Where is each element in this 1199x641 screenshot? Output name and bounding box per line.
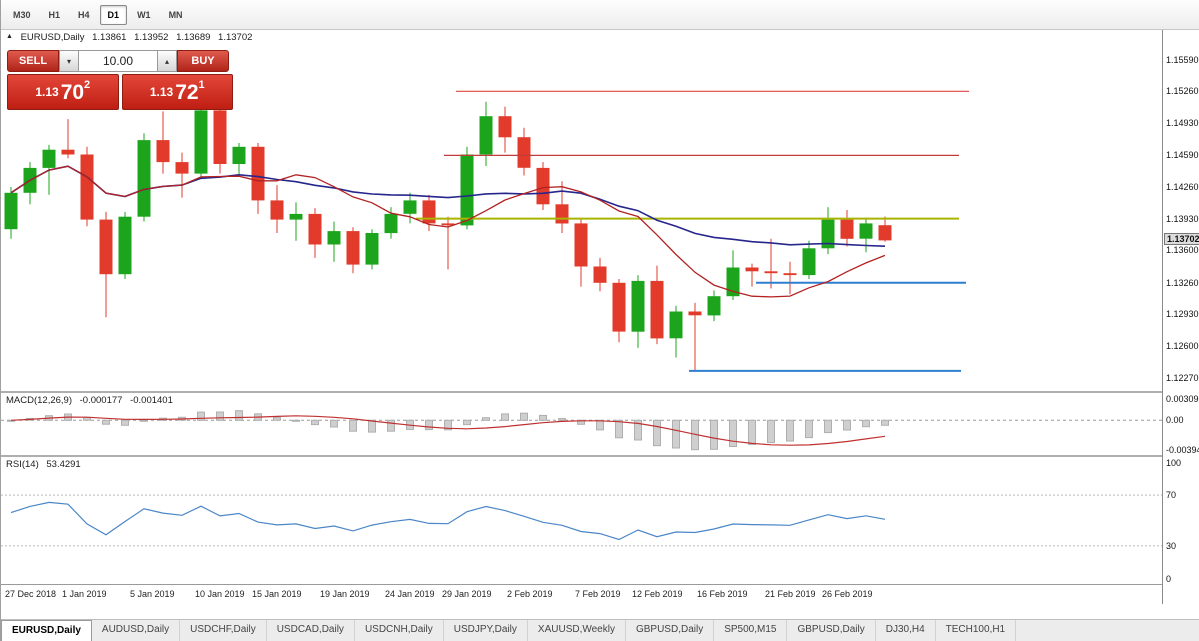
chart-tab-bar: EURUSD,Daily AUDUSD,Daily USDCHF,Daily USDC… [1, 619, 1199, 641]
time-axis-label: 27 Dec 2018 [5, 589, 57, 599]
chart-tab-gbpusd-daily[interactable]: GBPUSD,Daily [787, 620, 876, 641]
time-axis[interactable]: 27 Dec 2018 1 Jan 2019 5 Jan 2019 10 Jan 20… [1, 584, 1162, 604]
chart-tab-usdchf-daily[interactable]: USDCHF,Daily [180, 620, 267, 641]
macd-scale-label: -0.003947 [1166, 445, 1199, 455]
chart-tab-tech100-h1[interactable]: TECH100,H1 [936, 620, 1017, 641]
macd-signal-line [10, 415, 886, 446]
macd-signal-value: -0.001401 [130, 395, 173, 406]
timeframe-button-d1[interactable]: D1 [99, 4, 128, 25]
ohlc-low: 1.13689 [176, 32, 211, 43]
price-axis-label: 1.14590 [1166, 150, 1199, 160]
time-axis-label: 2 Feb 2019 [507, 589, 553, 599]
drawn-hlines-layer [416, 90, 969, 372]
rsi-name: RSI(14) [6, 459, 39, 470]
rsi-line [10, 501, 886, 541]
chart-tab-usdjpy-daily[interactable]: USDJPY,Daily [444, 620, 528, 641]
ask-price-main: 72 [175, 80, 199, 104]
buy-button[interactable]: BUY [177, 50, 229, 72]
rsi-scale-label: 30 [1166, 541, 1177, 551]
time-axis-label: 19 Jan 2019 [320, 589, 370, 599]
rsi-scale-label: 70 [1166, 490, 1177, 500]
macd-indicator-panel: MACD(12,26,9) -0.000177 -0.001401 [1, 393, 1162, 455]
time-axis-label: 15 Jan 2019 [252, 589, 302, 599]
chart-tab-eurusd-daily[interactable]: EURUSD,Daily [1, 620, 92, 641]
bid-price-pip: 2 [84, 79, 91, 91]
macd-label: MACD(12,26,9) -0.000177 -0.001401 [6, 395, 173, 406]
chart-title: ▲ EURUSD,Daily 1.13861 1.13952 1.13689 1… [6, 32, 252, 43]
timeframe-button-h4[interactable]: H4 [78, 9, 90, 20]
time-axis-label: 5 Jan 2019 [130, 589, 175, 599]
rsi-scale-label: 0 [1166, 574, 1172, 584]
price-chart-canvas[interactable] [1, 30, 1162, 391]
moving-averages-layer [10, 165, 886, 298]
sell-button[interactable]: SELL [7, 50, 59, 72]
volume-input[interactable] [79, 50, 157, 72]
time-axis-label: 1 Jan 2019 [62, 589, 107, 599]
chart-tab-usdcad-daily[interactable]: USDCAD,Daily [267, 620, 355, 641]
price-chart-panel: ▲ EURUSD,Daily 1.13861 1.13952 1.13689 1… [1, 30, 1162, 391]
timeframe-button-mn[interactable]: MN [168, 9, 183, 20]
ohlc-open: 1.13861 [92, 32, 127, 43]
price-axis-label: 1.12930 [1166, 309, 1199, 319]
chart-tab-gbpusd-daily[interactable]: GBPUSD,Daily [626, 620, 715, 641]
time-axis-label: 21 Feb 2019 [765, 589, 816, 599]
macd-name: MACD(12,26,9) [6, 395, 72, 406]
chart-tab-xauusd-weekly[interactable]: XAUUSD,Weekly [528, 620, 626, 641]
volume-up-spinner[interactable]: ▴ [157, 50, 177, 72]
time-axis-label: 10 Jan 2019 [195, 589, 245, 599]
rsi-canvas[interactable] [1, 457, 1162, 584]
one-click-trading-widget: SELL ▾ ▴ BUY 1.13 70 2 1.13 72 [7, 50, 233, 110]
timeframe-button-m30[interactable]: M30 [13, 9, 31, 20]
current-price-label: 1.13702 [1164, 233, 1199, 245]
ask-price-pip: 1 [198, 79, 205, 91]
time-axis-label: 16 Feb 2019 [697, 589, 748, 599]
ask-price-prefix: 1.13 [149, 85, 174, 99]
timeframe-toolbar: M30 H1 H4 D1 W1 MN [1, 0, 1199, 30]
macd-main-value: -0.000177 [79, 395, 123, 406]
price-axis-label: 1.12270 [1166, 373, 1199, 383]
macd-scale-label: 0.00 [1166, 415, 1184, 425]
price-axis-label: 1.14930 [1166, 118, 1199, 128]
volume-down-spinner[interactable]: ▾ [59, 50, 79, 72]
chart-tab-usdcnh-daily[interactable]: USDCNH,Daily [355, 620, 444, 641]
timeframe-button-w1[interactable]: W1 [137, 9, 151, 20]
rsi-indicator-panel: RSI(14) 53.4291 [1, 457, 1162, 584]
ask-price-display[interactable]: 1.13 72 1 [121, 74, 233, 110]
time-axis-label: 26 Feb 2019 [822, 589, 873, 599]
time-axis-label: 24 Jan 2019 [385, 589, 435, 599]
bid-price-display[interactable]: 1.13 70 2 [7, 74, 119, 110]
chart-symbol: EURUSD,Daily [20, 32, 85, 43]
price-axis-label: 1.15260 [1166, 86, 1199, 96]
chart-tab-audusd-daily[interactable]: AUDUSD,Daily [92, 620, 181, 641]
rsi-value: 53.4291 [46, 459, 81, 470]
price-axis-label: 1.12600 [1166, 341, 1199, 351]
price-axis-label: 1.13930 [1166, 214, 1199, 224]
time-axis-label: 29 Jan 2019 [442, 589, 492, 599]
timeframe-button-h1[interactable]: H1 [48, 9, 61, 20]
candles-layer [4, 100, 892, 371]
time-axis-label: 7 Feb 2019 [575, 589, 621, 599]
bid-price-prefix: 1.13 [35, 85, 59, 99]
price-axis-label: 1.13600 [1166, 245, 1199, 255]
ohlc-close: 1.13702 [218, 32, 253, 43]
macd-canvas[interactable] [1, 393, 1162, 455]
price-axis-label: 1.15590 [1166, 55, 1199, 65]
ohlc-high: 1.13952 [134, 32, 169, 43]
macd-scale-label: 0.003095 [1166, 394, 1199, 404]
chevron-down-icon: ▾ [66, 56, 71, 66]
rsi-label: RSI(14) 53.4291 [6, 459, 81, 470]
panel-separator[interactable] [1, 455, 1199, 457]
price-axis-label: 1.13260 [1166, 278, 1199, 288]
bid-price-main: 70 [60, 80, 85, 104]
price-axis-label: 1.14260 [1166, 182, 1199, 192]
chevron-up-icon: ▴ [164, 56, 169, 66]
symbol-arrow-icon: ▲ [6, 33, 13, 40]
chart-tab-dj30-h4[interactable]: DJ30,H4 [876, 620, 936, 641]
chart-tab-sp500-m15[interactable]: SP500,M15 [714, 620, 788, 641]
rsi-scale-label: 100 [1166, 458, 1182, 468]
panel-separator[interactable] [1, 391, 1199, 393]
price-axis[interactable]: 1.15590 1.15260 1.14930 1.14590 1.14260 1.139… [1162, 30, 1199, 604]
time-axis-label: 12 Feb 2019 [632, 589, 683, 599]
